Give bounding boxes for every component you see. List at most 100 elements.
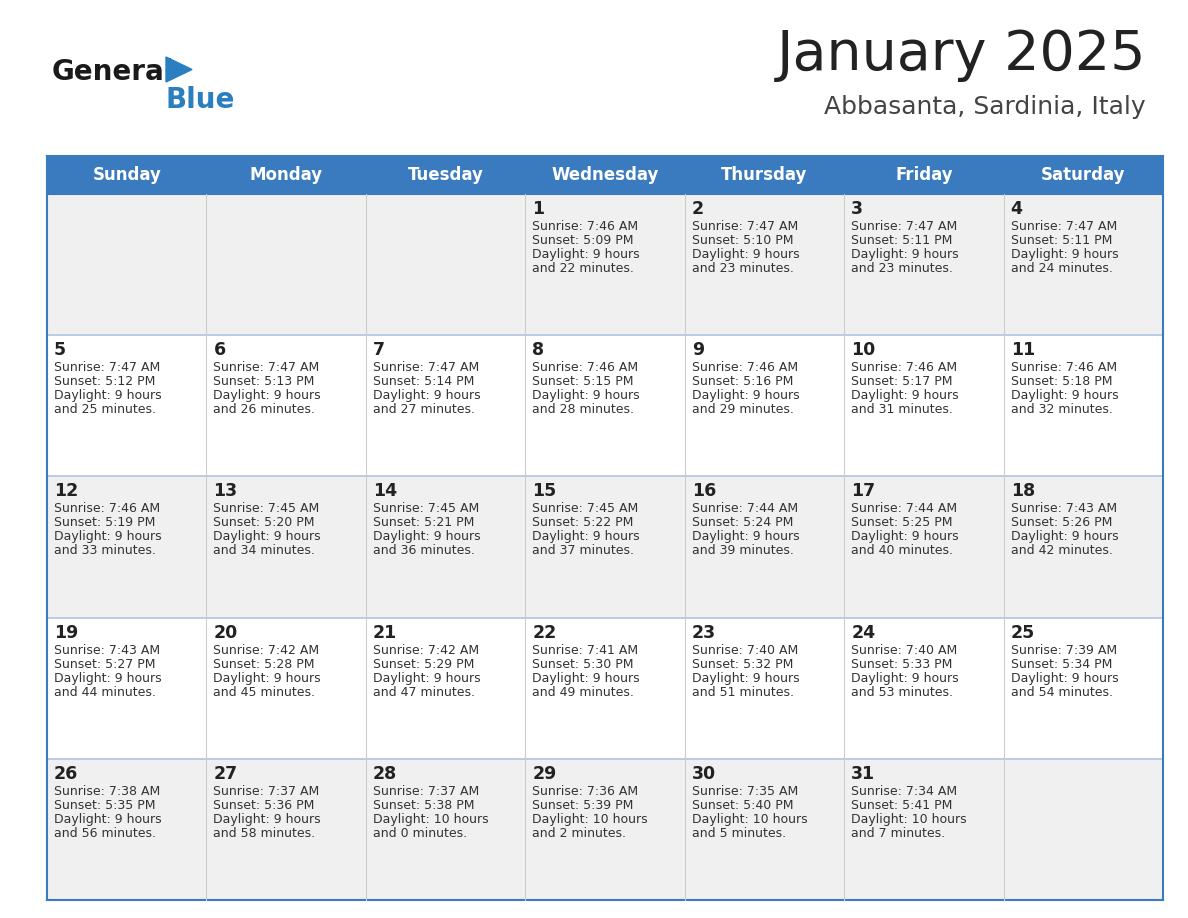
Text: Daylight: 9 hours: Daylight: 9 hours (214, 531, 321, 543)
Text: and 36 minutes.: and 36 minutes. (373, 544, 475, 557)
Text: 11: 11 (1011, 341, 1035, 359)
Text: Sunrise: 7:46 AM: Sunrise: 7:46 AM (1011, 361, 1117, 375)
Text: and 44 minutes.: and 44 minutes. (53, 686, 156, 699)
Text: Sunrise: 7:40 AM: Sunrise: 7:40 AM (691, 644, 798, 656)
Text: 16: 16 (691, 482, 716, 500)
Text: Sunrise: 7:40 AM: Sunrise: 7:40 AM (851, 644, 958, 656)
Text: and 24 minutes.: and 24 minutes. (1011, 262, 1112, 275)
Text: Daylight: 9 hours: Daylight: 9 hours (373, 531, 480, 543)
Text: Daylight: 9 hours: Daylight: 9 hours (691, 531, 800, 543)
Text: 12: 12 (53, 482, 78, 500)
Text: and 27 minutes.: and 27 minutes. (373, 403, 475, 416)
Text: Sunrise: 7:37 AM: Sunrise: 7:37 AM (373, 785, 479, 798)
Text: Sunset: 5:18 PM: Sunset: 5:18 PM (1011, 375, 1112, 388)
Text: Sunset: 5:29 PM: Sunset: 5:29 PM (373, 657, 474, 671)
Text: Daylight: 9 hours: Daylight: 9 hours (851, 531, 959, 543)
Text: Sunset: 5:22 PM: Sunset: 5:22 PM (532, 517, 633, 530)
Text: 10: 10 (851, 341, 876, 359)
Text: Daylight: 9 hours: Daylight: 9 hours (1011, 531, 1118, 543)
Text: Sunrise: 7:46 AM: Sunrise: 7:46 AM (691, 361, 798, 375)
Text: Daylight: 9 hours: Daylight: 9 hours (53, 672, 162, 685)
Text: Sunset: 5:35 PM: Sunset: 5:35 PM (53, 799, 156, 812)
Text: Daylight: 10 hours: Daylight: 10 hours (851, 812, 967, 826)
Text: Sunrise: 7:34 AM: Sunrise: 7:34 AM (851, 785, 958, 798)
Text: Daylight: 9 hours: Daylight: 9 hours (691, 389, 800, 402)
Text: 20: 20 (214, 623, 238, 642)
Text: 17: 17 (851, 482, 876, 500)
Text: Sunset: 5:38 PM: Sunset: 5:38 PM (373, 799, 474, 812)
Polygon shape (166, 57, 192, 82)
Text: 15: 15 (532, 482, 556, 500)
Text: General: General (52, 58, 175, 86)
Text: and 25 minutes.: and 25 minutes. (53, 403, 156, 416)
Text: Sunrise: 7:45 AM: Sunrise: 7:45 AM (532, 502, 638, 515)
Text: Sunset: 5:14 PM: Sunset: 5:14 PM (373, 375, 474, 388)
Bar (48, 759, 1163, 900)
Text: Wednesday: Wednesday (551, 166, 658, 184)
Text: Sunrise: 7:46 AM: Sunrise: 7:46 AM (532, 220, 638, 233)
Text: Sunset: 5:39 PM: Sunset: 5:39 PM (532, 799, 633, 812)
Text: 22: 22 (532, 623, 556, 642)
Text: Sunset: 5:36 PM: Sunset: 5:36 PM (214, 799, 315, 812)
Text: and 22 minutes.: and 22 minutes. (532, 262, 634, 275)
Text: Sunrise: 7:41 AM: Sunrise: 7:41 AM (532, 644, 638, 656)
Text: and 29 minutes.: and 29 minutes. (691, 403, 794, 416)
Text: Daylight: 9 hours: Daylight: 9 hours (373, 389, 480, 402)
Text: 28: 28 (373, 765, 397, 783)
Bar (48, 618, 1163, 759)
Text: Daylight: 9 hours: Daylight: 9 hours (53, 531, 162, 543)
Text: Sunset: 5:28 PM: Sunset: 5:28 PM (214, 657, 315, 671)
Text: 30: 30 (691, 765, 716, 783)
Text: Sunrise: 7:43 AM: Sunrise: 7:43 AM (53, 644, 160, 656)
Text: 3: 3 (851, 200, 864, 218)
Text: and 23 minutes.: and 23 minutes. (691, 262, 794, 275)
Text: 23: 23 (691, 623, 716, 642)
Text: Sunrise: 7:47 AM: Sunrise: 7:47 AM (53, 361, 160, 375)
Text: Daylight: 9 hours: Daylight: 9 hours (532, 531, 640, 543)
Text: 14: 14 (373, 482, 397, 500)
Text: 19: 19 (53, 623, 78, 642)
Text: Sunset: 5:26 PM: Sunset: 5:26 PM (1011, 517, 1112, 530)
Text: Daylight: 10 hours: Daylight: 10 hours (532, 812, 647, 826)
Text: Monday: Monday (249, 166, 323, 184)
Text: and 37 minutes.: and 37 minutes. (532, 544, 634, 557)
Text: Sunrise: 7:46 AM: Sunrise: 7:46 AM (851, 361, 958, 375)
Text: and 39 minutes.: and 39 minutes. (691, 544, 794, 557)
Text: Sunset: 5:12 PM: Sunset: 5:12 PM (53, 375, 156, 388)
Text: and 51 minutes.: and 51 minutes. (691, 686, 794, 699)
Text: Sunset: 5:09 PM: Sunset: 5:09 PM (532, 234, 633, 247)
Text: Blue: Blue (166, 86, 235, 114)
Text: Daylight: 9 hours: Daylight: 9 hours (1011, 389, 1118, 402)
Text: Daylight: 9 hours: Daylight: 9 hours (532, 672, 640, 685)
Text: and 45 minutes.: and 45 minutes. (214, 686, 316, 699)
Text: 6: 6 (214, 341, 226, 359)
Text: Sunset: 5:17 PM: Sunset: 5:17 PM (851, 375, 953, 388)
Text: Daylight: 9 hours: Daylight: 9 hours (214, 389, 321, 402)
Text: Sunset: 5:32 PM: Sunset: 5:32 PM (691, 657, 794, 671)
Text: Sunset: 5:10 PM: Sunset: 5:10 PM (691, 234, 794, 247)
Text: 27: 27 (214, 765, 238, 783)
Text: Sunrise: 7:39 AM: Sunrise: 7:39 AM (1011, 644, 1117, 656)
Bar (48, 476, 1163, 618)
Text: 31: 31 (851, 765, 876, 783)
Text: Daylight: 10 hours: Daylight: 10 hours (691, 812, 808, 826)
Text: Sunset: 5:11 PM: Sunset: 5:11 PM (1011, 234, 1112, 247)
Text: 1: 1 (532, 200, 544, 218)
Text: Sunrise: 7:46 AM: Sunrise: 7:46 AM (532, 361, 638, 375)
Text: Sunrise: 7:47 AM: Sunrise: 7:47 AM (851, 220, 958, 233)
Text: Tuesday: Tuesday (407, 166, 484, 184)
Text: Sunrise: 7:42 AM: Sunrise: 7:42 AM (373, 644, 479, 656)
Text: Sunrise: 7:44 AM: Sunrise: 7:44 AM (851, 502, 958, 515)
Text: Sunset: 5:33 PM: Sunset: 5:33 PM (851, 657, 953, 671)
Text: 18: 18 (1011, 482, 1035, 500)
Text: Sunset: 5:19 PM: Sunset: 5:19 PM (53, 517, 156, 530)
Text: Sunset: 5:41 PM: Sunset: 5:41 PM (851, 799, 953, 812)
Text: Daylight: 9 hours: Daylight: 9 hours (373, 672, 480, 685)
Text: 24: 24 (851, 623, 876, 642)
Text: Sunrise: 7:42 AM: Sunrise: 7:42 AM (214, 644, 320, 656)
Text: 8: 8 (532, 341, 544, 359)
Text: 13: 13 (214, 482, 238, 500)
Text: Sunrise: 7:37 AM: Sunrise: 7:37 AM (214, 785, 320, 798)
Text: and 28 minutes.: and 28 minutes. (532, 403, 634, 416)
Text: and 23 minutes.: and 23 minutes. (851, 262, 953, 275)
